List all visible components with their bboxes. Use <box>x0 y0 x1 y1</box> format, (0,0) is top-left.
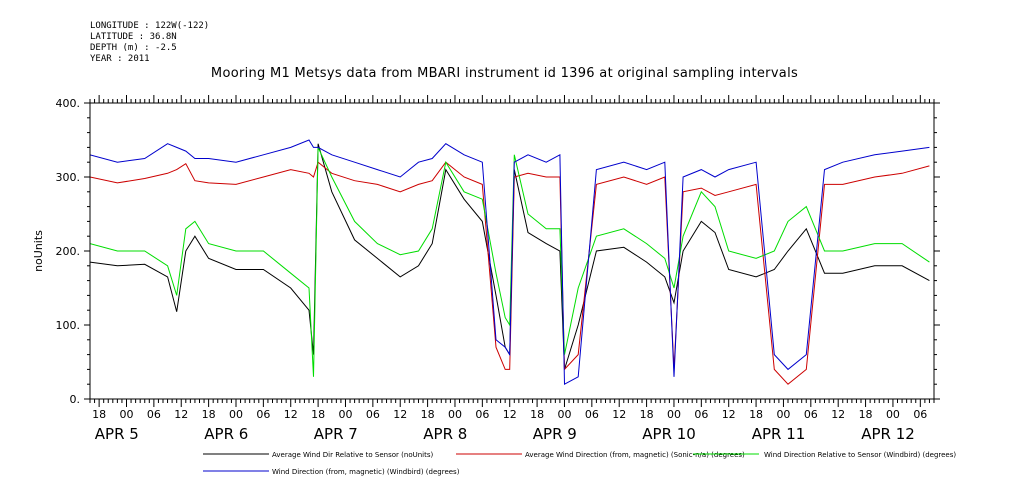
x-tick-label-8: 18 <box>311 408 325 421</box>
x-tick-label-17: 00 <box>557 408 571 421</box>
latitude-text: LATITUDE : 36.8N <box>90 32 177 42</box>
x-tick-label-18: 06 <box>585 408 599 421</box>
x-tick-label-7: 12 <box>284 408 298 421</box>
x-tick-label-23: 12 <box>722 408 736 421</box>
year-text: YEAR : 2011 <box>90 54 150 64</box>
x-tick-label-9: 00 <box>338 408 352 421</box>
x-tick-label-26: 06 <box>804 408 818 421</box>
x-tick-label-12: 18 <box>421 408 435 421</box>
legend: Average Wind Dir Relative to Sensor (noU… <box>203 451 956 476</box>
x-tick-label-6: 06 <box>256 408 270 421</box>
x-tick-label-11: 12 <box>393 408 407 421</box>
axes-layer: 0. 100. 200. 300. 400. noUnits 18 00 06 12 18 00 06 1… <box>32 95 940 443</box>
date-label-1: APR 6 <box>204 425 248 443</box>
depth-text: DEPTH (m) : -2.5 <box>90 43 177 53</box>
x-tick-label-4: 18 <box>202 408 216 421</box>
series-line-3 <box>90 139 930 386</box>
x-tick-label-5: 00 <box>229 408 243 421</box>
x-tick-label-24: 18 <box>749 408 763 421</box>
x-tick-label-25: 00 <box>776 408 790 421</box>
legend-label-0: Average Wind Dir Relative to Sensor (noU… <box>272 451 433 459</box>
metadata-block: LONGITUDE : 122W(-122) LATITUDE : 36.8N … <box>90 21 209 65</box>
x-tick-label-10: 06 <box>366 408 380 421</box>
legend-label-2: Wind Direction Relative to Sensor (Windb… <box>764 451 956 459</box>
x-tick-label-29: 00 <box>886 408 900 421</box>
series-layer <box>90 139 930 386</box>
chart-title: Mooring M1 Metsys data from MBARI instru… <box>210 66 799 81</box>
date-label-0: APR 5 <box>95 425 139 443</box>
series-line-1 <box>90 161 930 385</box>
series-line-2 <box>90 147 930 377</box>
x-tick-label-21: 00 <box>667 408 681 421</box>
x-tick-label-19: 12 <box>612 408 626 421</box>
date-label-4: APR 9 <box>533 425 577 443</box>
x-tick-label-27: 12 <box>831 408 845 421</box>
y-axis-label: noUnits <box>32 230 45 272</box>
longitude-text: LONGITUDE : 122W(-122) <box>90 21 210 31</box>
y-tick-label-3: 300. <box>56 171 81 184</box>
y-tick-label-2: 200. <box>56 245 81 258</box>
x-tick-label-13: 00 <box>448 408 462 421</box>
date-label-5: APR 10 <box>642 425 696 443</box>
x-tick-label-2: 06 <box>147 408 161 421</box>
date-label-3: APR 8 <box>423 425 467 443</box>
x-tick-label-22: 06 <box>694 408 708 421</box>
x-tick-label-15: 12 <box>503 408 517 421</box>
y-tick-label-0: 0. <box>70 393 81 406</box>
date-label-7: APR 12 <box>861 425 915 443</box>
legend-label-3: Wind Direction (from, magnetic) (Windbir… <box>272 468 460 476</box>
legend-label-1: Average Wind Direction (from, magnetic) … <box>525 451 745 459</box>
y-tick-label-4: 400. <box>56 97 81 110</box>
x-tick-label-0: 18 <box>92 408 106 421</box>
x-tick-label-28: 18 <box>859 408 873 421</box>
x-tick-label-1: 00 <box>119 408 133 421</box>
x-tick-label-16: 18 <box>530 408 544 421</box>
date-label-2: APR 7 <box>314 425 358 443</box>
plot-frame <box>89 102 935 400</box>
frame-layer <box>89 102 935 400</box>
y-tick-label-1: 100. <box>56 319 81 332</box>
date-label-6: APR 11 <box>752 425 806 443</box>
x-tick-label-14: 06 <box>475 408 489 421</box>
x-tick-label-30: 06 <box>913 408 927 421</box>
x-tick-label-20: 18 <box>640 408 654 421</box>
x-tick-label-3: 12 <box>174 408 188 421</box>
